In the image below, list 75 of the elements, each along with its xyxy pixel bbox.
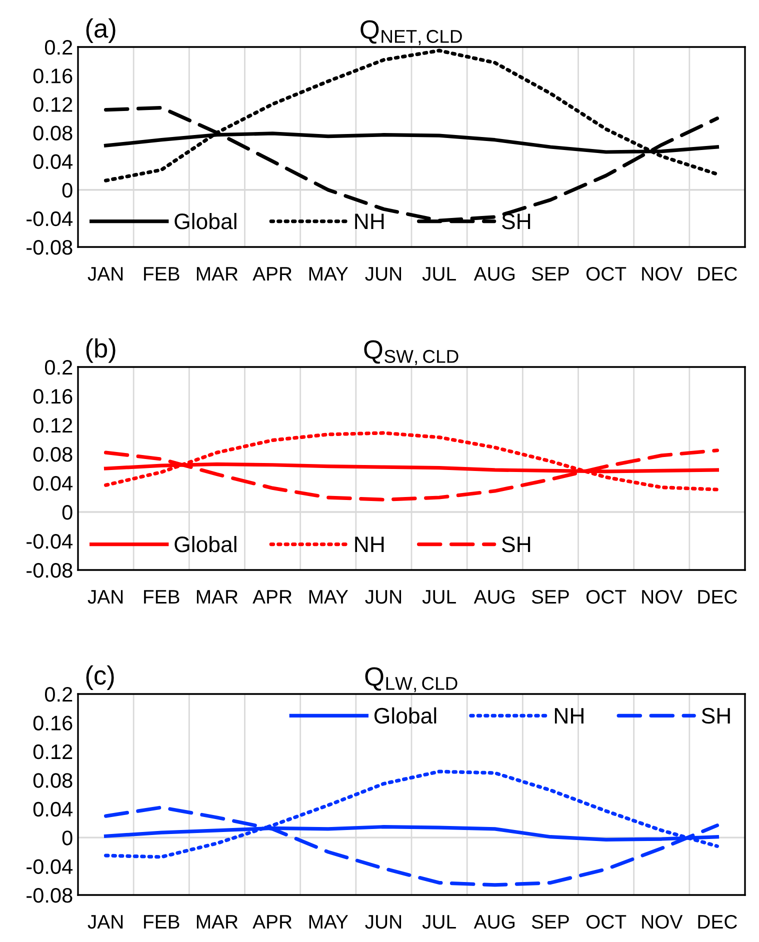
legend-label: Global (174, 536, 236, 552)
y-tick-label: 0.2 (44, 40, 72, 55)
y-tick-label: -0.08 (26, 888, 72, 903)
x-tick-label: FEB (144, 590, 180, 604)
y-tick-label: 0.16 (33, 68, 72, 84)
legend-label: NH (355, 214, 384, 230)
x-tick-label: MAY (309, 267, 348, 281)
x-tick-label: APR (252, 915, 292, 929)
x-tick-label: JUL (422, 590, 456, 604)
x-tick-label: DEC (698, 266, 737, 281)
x-tick-label: FEB (144, 267, 180, 281)
chart-title: Q$_{NET,CLD}$ (360, 20, 462, 46)
x-tick-label: APR (252, 267, 292, 281)
x-tick-label: DEC (698, 590, 737, 604)
chart-title: Q$_{LW,CLD}$ (365, 667, 458, 692)
legend-label: SH (502, 214, 530, 230)
y-tick-label: 0 (62, 505, 72, 520)
x-tick-label: AUG (474, 590, 514, 604)
x-tick-label: DEC (698, 914, 737, 929)
x-tick-label: JUN (365, 915, 402, 929)
legend-label: NH (355, 536, 384, 552)
y-tick-label: 0.2 (44, 360, 72, 375)
y-tick-label: 0.16 (33, 716, 72, 730)
x-tick-label: OCT (586, 266, 626, 281)
x-tick-label: JAN (88, 590, 123, 604)
y-tick-label: 0.16 (33, 389, 72, 404)
x-tick-label: OCT (586, 914, 626, 929)
y-tick-label: 0 (62, 182, 72, 198)
y-tick-label: 0.12 (33, 418, 72, 433)
x-tick-label: JUL (422, 267, 456, 281)
x-tick-label: JUL (422, 915, 456, 929)
y-tick-label: -0.04 (26, 859, 73, 874)
y-tick-label: 0.2 (44, 687, 72, 702)
x-tick-label: MAY (309, 915, 348, 929)
x-tick-label: APR (252, 590, 292, 604)
x-tick-label: FEB (144, 915, 180, 929)
x-tick-label: JUN (365, 590, 402, 604)
text: (c) (86, 665, 114, 690)
chart-title: Q$_{SW,CLD}$ (364, 340, 458, 366)
legend-label: NH (554, 708, 584, 724)
y-tick-label: 0.04 (33, 154, 73, 170)
x-tick-label: JAN (88, 267, 123, 281)
x-tick-label: AUG (474, 914, 514, 929)
y-tick-label: 0.08 (33, 126, 72, 140)
legend-label: Global (174, 212, 236, 230)
x-tick-label: OCT (586, 590, 626, 604)
y-tick-label: -0.08 (26, 563, 72, 578)
text: (b) (86, 338, 116, 363)
x-tick-label: NOV (642, 914, 683, 929)
legend-label: SH (702, 708, 730, 724)
x-tick-label: MAR (196, 267, 238, 281)
x-tick-label: SEP (532, 590, 569, 604)
legend-label: SH (502, 536, 530, 552)
x-tick-label: MAR (196, 915, 238, 929)
x-tick-label: AUG (474, 266, 514, 281)
x-tick-label: MAY (309, 590, 348, 604)
y-tick-label: 0.12 (33, 744, 72, 760)
x-tick-label: NOV (642, 266, 683, 281)
legend-label: Global (374, 707, 436, 724)
y-tick-label: -0.04 (26, 534, 73, 549)
x-tick-label: SEP (532, 914, 569, 929)
text: (a) (86, 18, 116, 43)
x-tick-label: MAR (196, 590, 238, 604)
x-tick-label: JAN (88, 915, 123, 929)
y-tick-label: 0.08 (33, 773, 72, 788)
y-tick-label: -0.08 (26, 240, 72, 255)
x-tick-label: SEP (532, 266, 569, 281)
x-tick-label: NOV (642, 590, 683, 604)
y-tick-label: -0.04 (26, 211, 73, 226)
y-tick-label: 0.04 (33, 802, 73, 817)
x-tick-label: JUN (365, 267, 402, 281)
y-tick-label: 0 (62, 830, 72, 846)
y-tick-label: 0.04 (33, 476, 73, 491)
y-tick-label: 0.12 (33, 97, 72, 112)
y-tick-label: 0.08 (33, 447, 72, 462)
